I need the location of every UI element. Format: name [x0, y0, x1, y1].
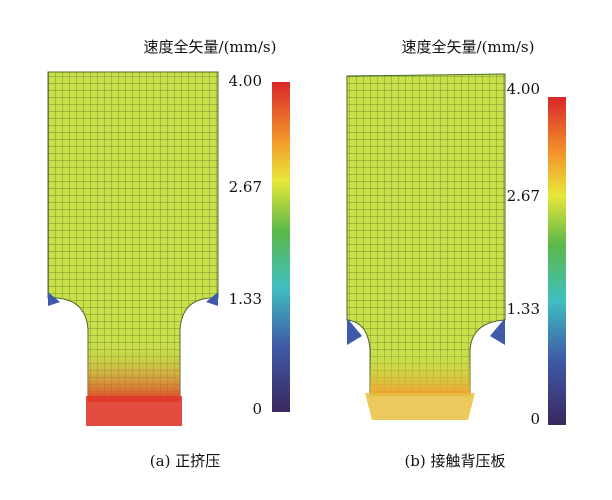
- colorbar-tick: 1.33: [507, 300, 540, 318]
- colorbar-tick: 0: [252, 400, 262, 418]
- flow-zone: [370, 350, 470, 395]
- colorbar-tick: 2.67: [507, 187, 540, 205]
- caption: (a) 正挤压: [150, 452, 220, 470]
- outlet-arrows: [86, 396, 182, 426]
- colorbar: [272, 82, 290, 412]
- colorbar-tick: 1.33: [229, 290, 262, 308]
- outlet-arrows: [365, 393, 475, 420]
- panel-b: 速度全矢量/(mm/s) 4.00 2.67 1.33 0 (b) 接触背压板: [346, 38, 566, 470]
- caption: (b) 接触背压板: [404, 452, 505, 470]
- panel-a: 速度全矢量/(mm/s) 4.00 2.67 1.33 0 (a) 正挤压: [47, 38, 290, 470]
- mesh-body: [346, 73, 506, 396]
- colorbar-tick: 2.67: [229, 178, 262, 196]
- flow-zone: [88, 340, 180, 402]
- colorbar-tick: 4.00: [229, 72, 262, 90]
- colorbar-tick: 0: [530, 410, 540, 428]
- colorbar-tick: 4.00: [507, 80, 540, 98]
- colorbar-title: 速度全矢量/(mm/s): [144, 38, 277, 56]
- colorbar: [548, 97, 566, 425]
- colorbar-title: 速度全矢量/(mm/s): [402, 38, 535, 56]
